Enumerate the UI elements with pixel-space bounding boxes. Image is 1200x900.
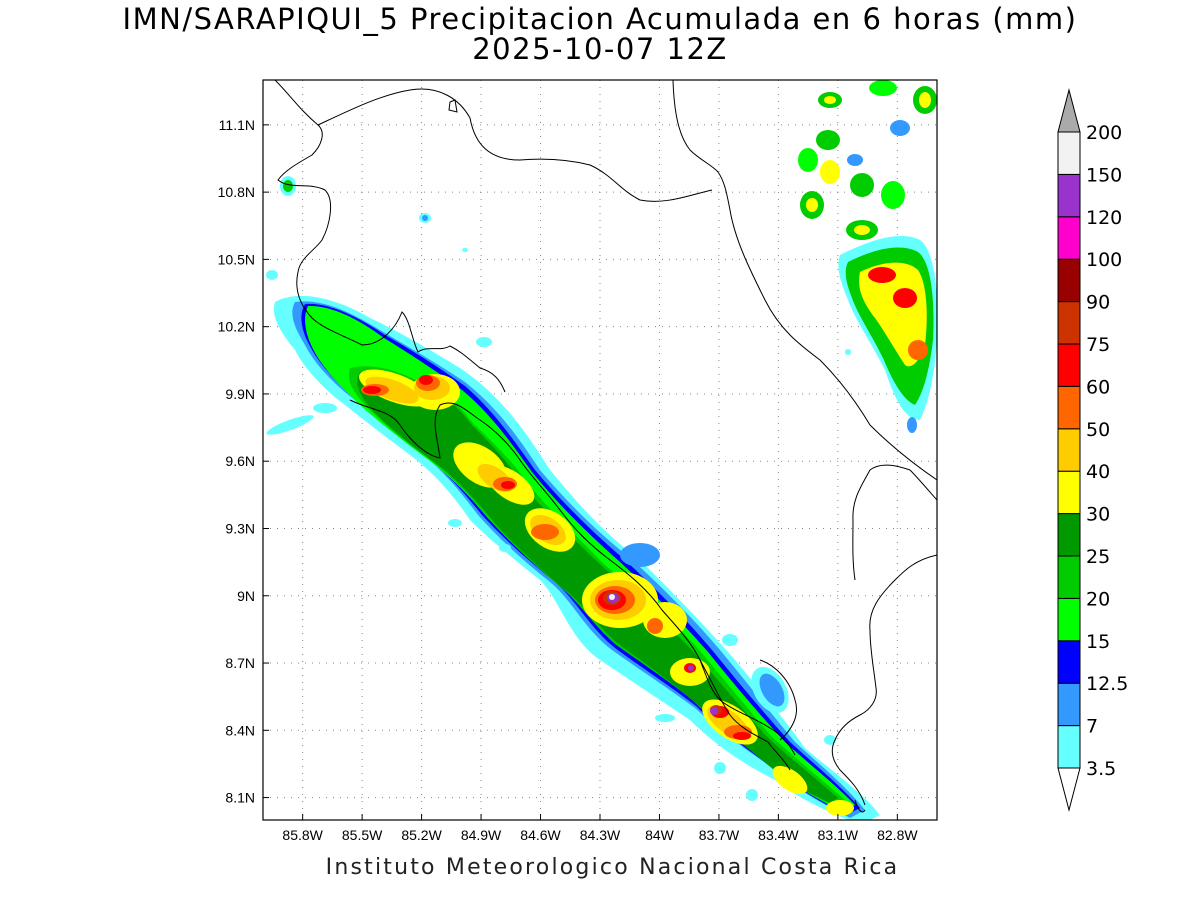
colorbar-label: 30 [1086, 504, 1110, 526]
colorbar-box [1057, 428, 1081, 472]
colorbar-box [1057, 555, 1081, 599]
colorbar-label: 75 [1086, 334, 1110, 356]
colorbar-label: 7 [1086, 716, 1098, 738]
colorbar-label: 60 [1086, 376, 1110, 398]
y-axis: 8.1N 8.4N 8.7N 9N 9.3N 9.6N 9.9N 10.2N 10.5N 10.8… [218, 117, 269, 806]
x-tick-label: 85.2W [401, 827, 442, 843]
y-tick-label: 8.1N [225, 790, 255, 806]
colorbar-bottom-arrow [1057, 767, 1081, 812]
colorbar-label: 3.5 [1086, 758, 1116, 780]
colorbar-label: 150 [1086, 164, 1122, 186]
x-tick-label: 85.8W [282, 827, 323, 843]
panama-caribbean-coast [852, 464, 911, 581]
colorbar-box [1057, 343, 1081, 387]
colorbar-box [1057, 173, 1081, 218]
credit-text: Instituto Meteorologico Nacional Costa R… [325, 855, 900, 880]
colorbar-top-arrow [1057, 88, 1081, 133]
colorbar-box [1057, 131, 1081, 175]
y-tick-label: 9.9N [225, 386, 255, 402]
colorbar-box [1057, 640, 1081, 684]
map-subtitle: 2025-10-07 12Z [472, 32, 728, 66]
y-tick-label: 10.8N [218, 184, 255, 200]
nicaragua-pacific-coast [274, 80, 363, 346]
y-tick-label: 9.3N [225, 520, 255, 536]
colorbar-box [1057, 513, 1081, 557]
colorbar-box [1057, 682, 1081, 727]
colorbar-label: 90 [1086, 292, 1110, 314]
bocas-del-toro-coast [909, 469, 937, 501]
colorbar-box [1057, 597, 1081, 642]
colorbar-label: 50 [1086, 419, 1110, 441]
rain-core-100-150 [607, 593, 718, 715]
x-tick-label: 82.8W [877, 827, 918, 843]
colorbar-box [1057, 725, 1081, 769]
y-tick-label: 10.2N [218, 319, 255, 335]
precipitation-field [266, 80, 937, 820]
colorbar-label: 20 [1086, 588, 1110, 610]
caribbean-rain-cluster [798, 80, 937, 433]
lake-islet [448, 99, 458, 113]
x-axis: 85.8W 85.5W 85.2W 84.9W 84.6W 84.3W 84W 83.7W 83… [282, 814, 918, 843]
y-tick-label: 9N [237, 588, 255, 604]
burica-peninsula [854, 799, 866, 813]
coastlines [274, 80, 937, 813]
colorbar-label: 120 [1086, 207, 1122, 229]
x-tick-label: 84.6W [520, 827, 561, 843]
x-tick-label: 84W [645, 827, 675, 843]
colorbar-box [1057, 470, 1081, 515]
colorbar-label: 25 [1086, 546, 1110, 568]
x-tick-label: 84.3W [580, 827, 621, 843]
plot-frame [262, 79, 938, 821]
colorbar-label: 40 [1086, 461, 1110, 483]
colorbar-label: 200 [1086, 122, 1122, 144]
map-title: IMN/SARAPIQUI_5 Precipitacion Acumulada … [122, 2, 1078, 36]
colorbar-box [1057, 385, 1081, 430]
lake-nicaragua-shore [317, 88, 713, 202]
colorbar: 3.5 7 12.5 15 20 25 30 40 50 60 75 90 100 120 150 200 [1057, 88, 1128, 812]
nicaragua-costa-rica-border [361, 311, 506, 393]
golfo-dulce [759, 659, 797, 741]
x-tick-label: 83.7W [699, 827, 740, 843]
panama-border [831, 554, 937, 806]
y-tick-label: 11.1N [219, 117, 255, 133]
y-tick-label: 8.4N [225, 722, 255, 738]
colorbar-box [1057, 301, 1081, 345]
colorbar-box [1057, 216, 1081, 260]
x-tick-label: 83.4W [758, 827, 799, 843]
colorbar-label: 12.5 [1086, 673, 1128, 695]
colorbar-label: 100 [1086, 249, 1122, 271]
nicaragua-caribbean-coast [672, 80, 937, 481]
colorbar-box [1057, 258, 1081, 303]
y-tick-label: 10.5N [218, 251, 255, 267]
scattered-rain-cells [266, 176, 851, 801]
colorbar-label: 15 [1086, 631, 1110, 653]
osa-peninsula [699, 659, 796, 756]
y-tick-label: 9.6N [225, 453, 255, 469]
y-tick-label: 8.7N [225, 655, 255, 671]
costa-rica-pacific-coast [349, 399, 791, 771]
gridlines [263, 80, 937, 820]
x-tick-label: 84.9W [461, 827, 502, 843]
x-tick-label: 85.5W [342, 827, 383, 843]
x-tick-label: 83.1W [818, 827, 859, 843]
